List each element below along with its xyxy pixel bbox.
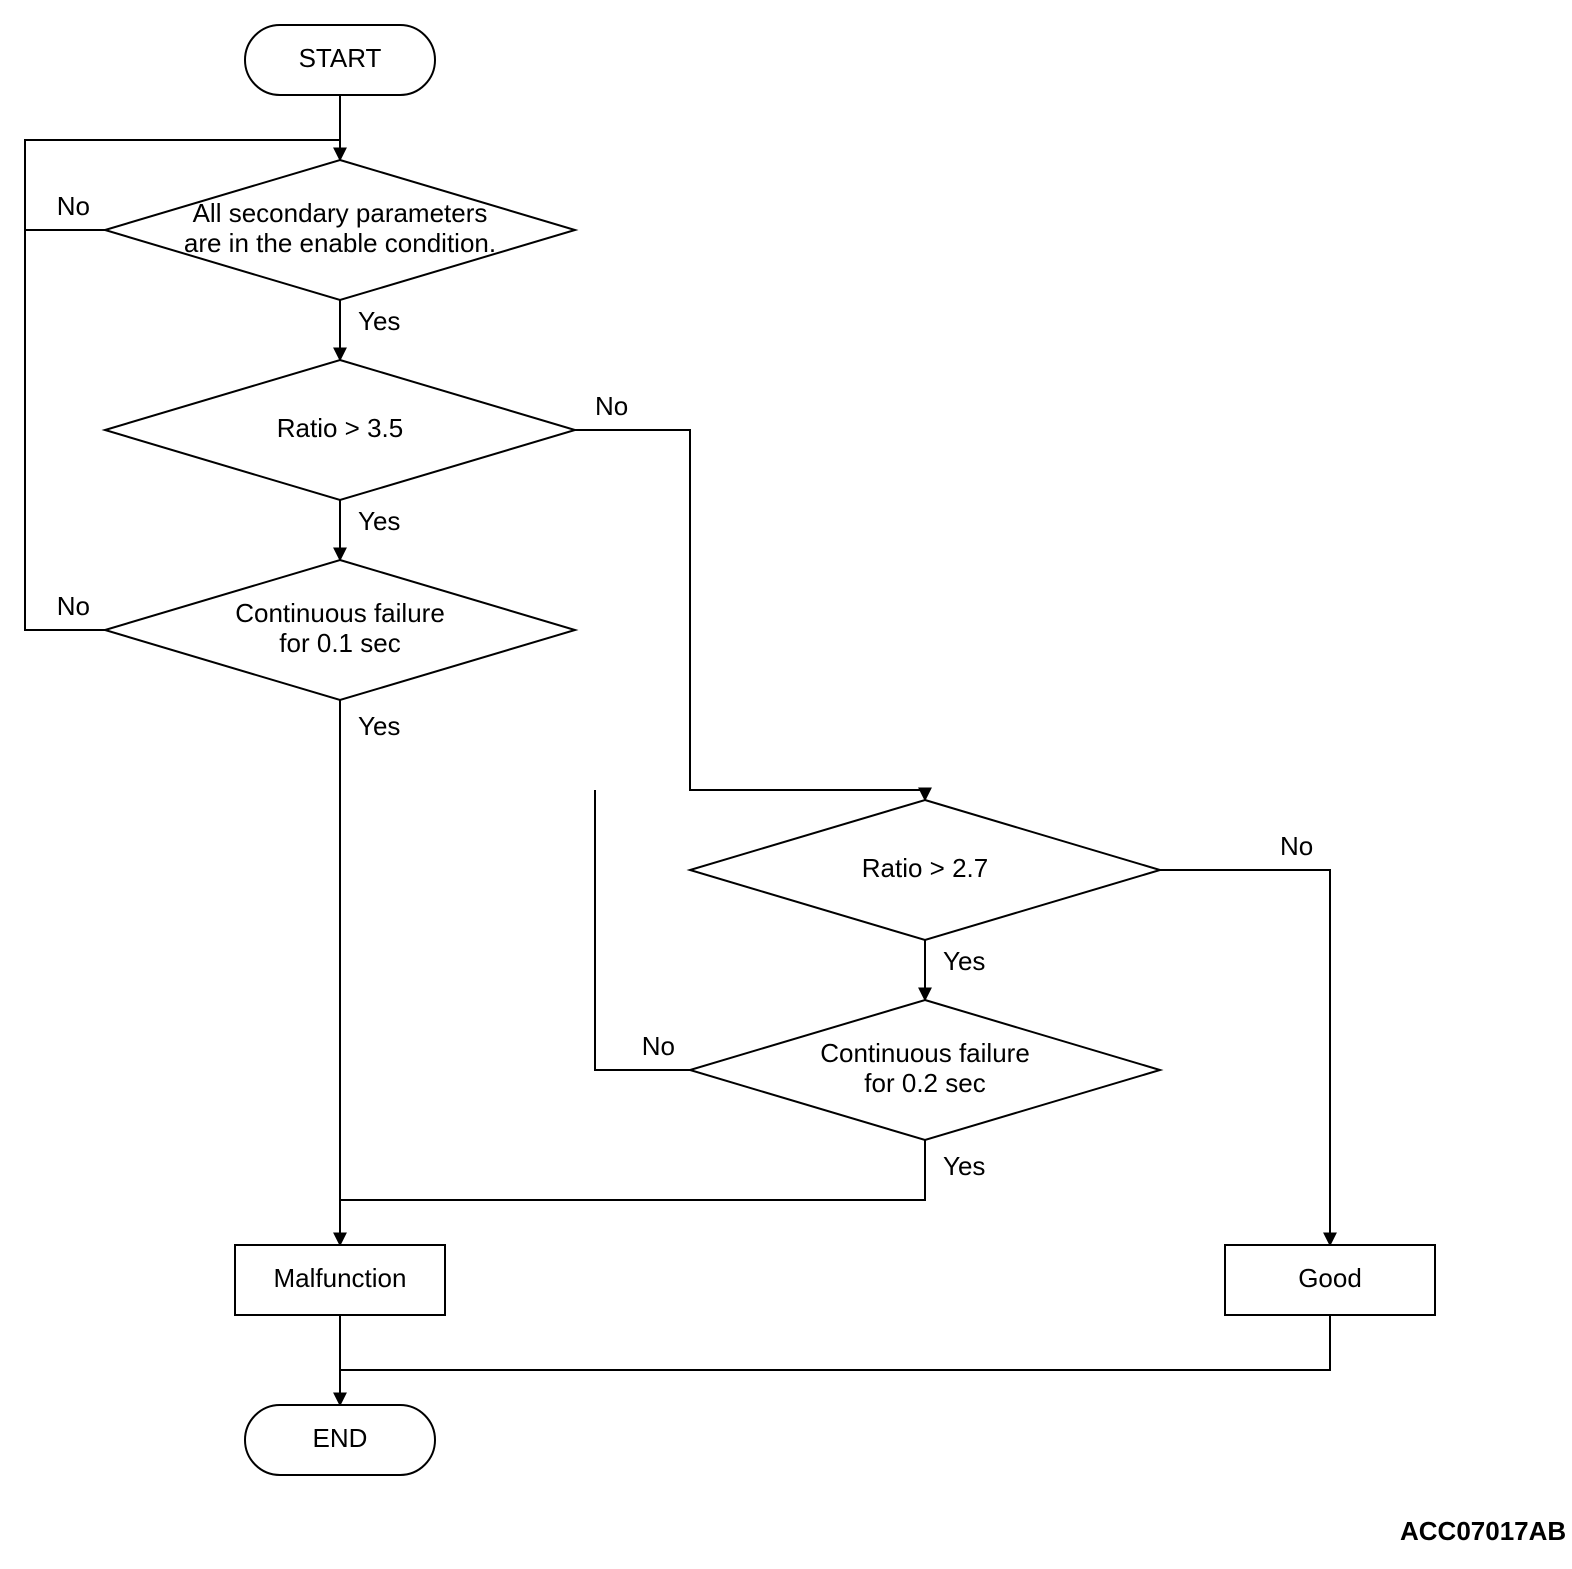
- edge: [340, 1315, 1330, 1370]
- edge-label: No: [1280, 831, 1313, 861]
- edge-label: Yes: [943, 946, 985, 976]
- edge-label: No: [57, 591, 90, 621]
- edge-label: No: [57, 191, 90, 221]
- mal-label: Malfunction: [274, 1263, 407, 1293]
- edge: [575, 430, 925, 800]
- good-label: Good: [1298, 1263, 1362, 1293]
- edge-label: No: [595, 391, 628, 421]
- edge: [340, 1140, 925, 1200]
- edges: Yes Yes Yes No No No Yes Yes No No: [25, 95, 1330, 1405]
- edge: [595, 790, 690, 1070]
- edge: [1160, 870, 1330, 1245]
- edge-label: Yes: [358, 306, 400, 336]
- d1-label: All secondary parametersare in the enabl…: [184, 198, 496, 258]
- edge-label: Yes: [358, 711, 400, 741]
- edge-label: No: [642, 1031, 675, 1061]
- end-label: END: [313, 1423, 368, 1453]
- nodes: START All secondary parametersare in the …: [105, 25, 1435, 1475]
- d4-label: Ratio > 2.7: [862, 853, 988, 883]
- d2-label: Ratio > 3.5: [277, 413, 403, 443]
- edge-label: Yes: [358, 506, 400, 536]
- start-label: START: [299, 43, 382, 73]
- reference-code: ACC07017AB: [1400, 1516, 1566, 1546]
- edge-label: Yes: [943, 1151, 985, 1181]
